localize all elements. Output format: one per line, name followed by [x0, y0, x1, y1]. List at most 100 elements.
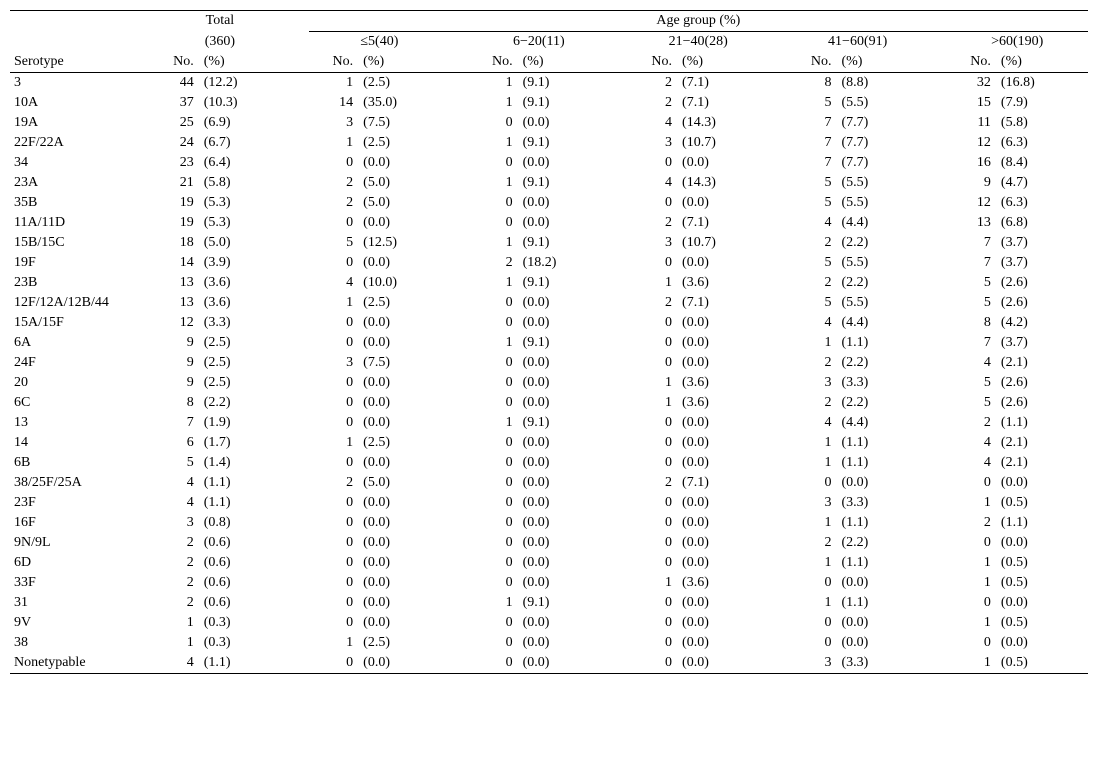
serotype-cell: 13 [10, 413, 149, 433]
gap-cell [769, 553, 787, 573]
gap-cell [609, 413, 627, 433]
gap-cell [450, 613, 468, 633]
group-no-cell: 7 [946, 233, 996, 253]
gap-cell [450, 573, 468, 593]
gap-cell [291, 473, 309, 493]
group-no-cell: 0 [628, 433, 678, 453]
serotype-cell: 6C [10, 393, 149, 413]
group-pct-cell: (7.7) [837, 113, 928, 133]
gap-cell [609, 613, 627, 633]
gap-cell [450, 293, 468, 313]
group-pct-cell: (3.3) [837, 373, 928, 393]
group-no-cell: 0 [946, 633, 996, 653]
gap-cell [291, 153, 309, 173]
gap-cell [450, 473, 468, 493]
group-no-cell: 0 [628, 633, 678, 653]
gap-cell [928, 113, 946, 133]
group-pct-cell: (4.2) [997, 313, 1088, 333]
group-pct-cell: (9.1) [519, 593, 610, 613]
gap-cell [928, 653, 946, 674]
group-no-cell: 11 [946, 113, 996, 133]
group-pct-cell: (2.1) [997, 433, 1088, 453]
group-no-cell: 0 [309, 553, 359, 573]
group-no-cell: 0 [468, 353, 518, 373]
group-no-cell: 0 [787, 473, 837, 493]
gap-cell [291, 593, 309, 613]
gap-cell [291, 333, 309, 353]
group-no-cell: 0 [628, 593, 678, 613]
pct-header: (%) [359, 52, 450, 73]
group-no-cell: 3 [787, 493, 837, 513]
gap-cell [609, 633, 627, 653]
gap-cell [450, 313, 468, 333]
gap-cell [450, 433, 468, 453]
group-no-cell: 0 [468, 153, 518, 173]
gap-cell [769, 313, 787, 333]
total-pct-cell: (2.2) [200, 393, 291, 413]
group-no-cell: 2 [787, 533, 837, 553]
table-row: 10A37(10.3)14(35.0)1(9.1)2(7.1)5(5.5)15(… [10, 93, 1088, 113]
no-header: No. [787, 52, 837, 73]
group-pct-cell: (8.8) [837, 73, 928, 94]
group-pct-cell: (14.3) [678, 173, 769, 193]
group-pct-cell: (0.0) [519, 153, 610, 173]
group-no-cell: 1 [468, 93, 518, 113]
gap-cell [928, 593, 946, 613]
group-pct-cell: (7.1) [678, 73, 769, 94]
group-no-cell: 1 [946, 493, 996, 513]
table-row: 12F/12A/12B/4413(3.6)1(2.5)0(0.0)2(7.1)5… [10, 293, 1088, 313]
group-pct-cell: (1.1) [837, 433, 928, 453]
group-no-cell: 4 [946, 433, 996, 453]
gap-cell [450, 353, 468, 373]
serotype-header: Serotype [10, 52, 149, 73]
group-pct-cell: (0.0) [359, 453, 450, 473]
gap-cell [769, 573, 787, 593]
group-pct-cell: (0.0) [678, 553, 769, 573]
gap-cell [928, 213, 946, 233]
group-no-cell: 4 [628, 113, 678, 133]
gap-cell [609, 473, 627, 493]
total-pct-cell: (0.3) [200, 633, 291, 653]
group-pct-cell: (3.7) [997, 333, 1088, 353]
group-pct-cell: (0.0) [359, 253, 450, 273]
gap-cell [769, 93, 787, 113]
group-pct-cell: (10.7) [678, 233, 769, 253]
group-no-cell: 8 [946, 313, 996, 333]
gap-cell [609, 653, 627, 674]
group-pct-cell: (9.1) [519, 93, 610, 113]
gap-cell [769, 273, 787, 293]
group-pct-cell: (5.8) [997, 113, 1088, 133]
group-no-cell: 2 [309, 473, 359, 493]
pct-header: (%) [200, 52, 291, 73]
group-no-cell: 0 [628, 333, 678, 353]
gap-cell [769, 593, 787, 613]
group-pct-cell: (0.0) [519, 433, 610, 453]
group-no-cell: 0 [309, 513, 359, 533]
gap-cell [928, 553, 946, 573]
group-pct-cell: (0.0) [997, 593, 1088, 613]
total-no-cell: 7 [149, 413, 199, 433]
group-no-cell: 0 [468, 653, 518, 674]
group-no-cell: 3 [628, 133, 678, 153]
group-no-cell: 1 [787, 453, 837, 473]
gap-cell [769, 73, 787, 94]
serotype-cell: 15B/15C [10, 233, 149, 253]
gap-cell [450, 193, 468, 213]
table-row: 23F4(1.1)0(0.0)0(0.0)0(0.0)3(3.3)1(0.5) [10, 493, 1088, 513]
gap-cell [609, 233, 627, 253]
gap-cell [291, 433, 309, 453]
group-pct-cell: (0.0) [359, 553, 450, 573]
group-pct-cell: (0.0) [359, 533, 450, 553]
group-pct-cell: (5.5) [837, 193, 928, 213]
total-no-cell: 4 [149, 653, 199, 674]
gap-cell [291, 553, 309, 573]
serotype-cell: 9V [10, 613, 149, 633]
gap-cell [928, 93, 946, 113]
table-row: 22F/22A24(6.7)1(2.5)1(9.1)3(10.7)7(7.7)1… [10, 133, 1088, 153]
gap-cell [450, 493, 468, 513]
total-pct-cell: (12.2) [200, 73, 291, 94]
group-no-cell: 1 [468, 593, 518, 613]
gap-cell [450, 113, 468, 133]
group-no-cell: 1 [628, 573, 678, 593]
gap-cell [769, 493, 787, 513]
